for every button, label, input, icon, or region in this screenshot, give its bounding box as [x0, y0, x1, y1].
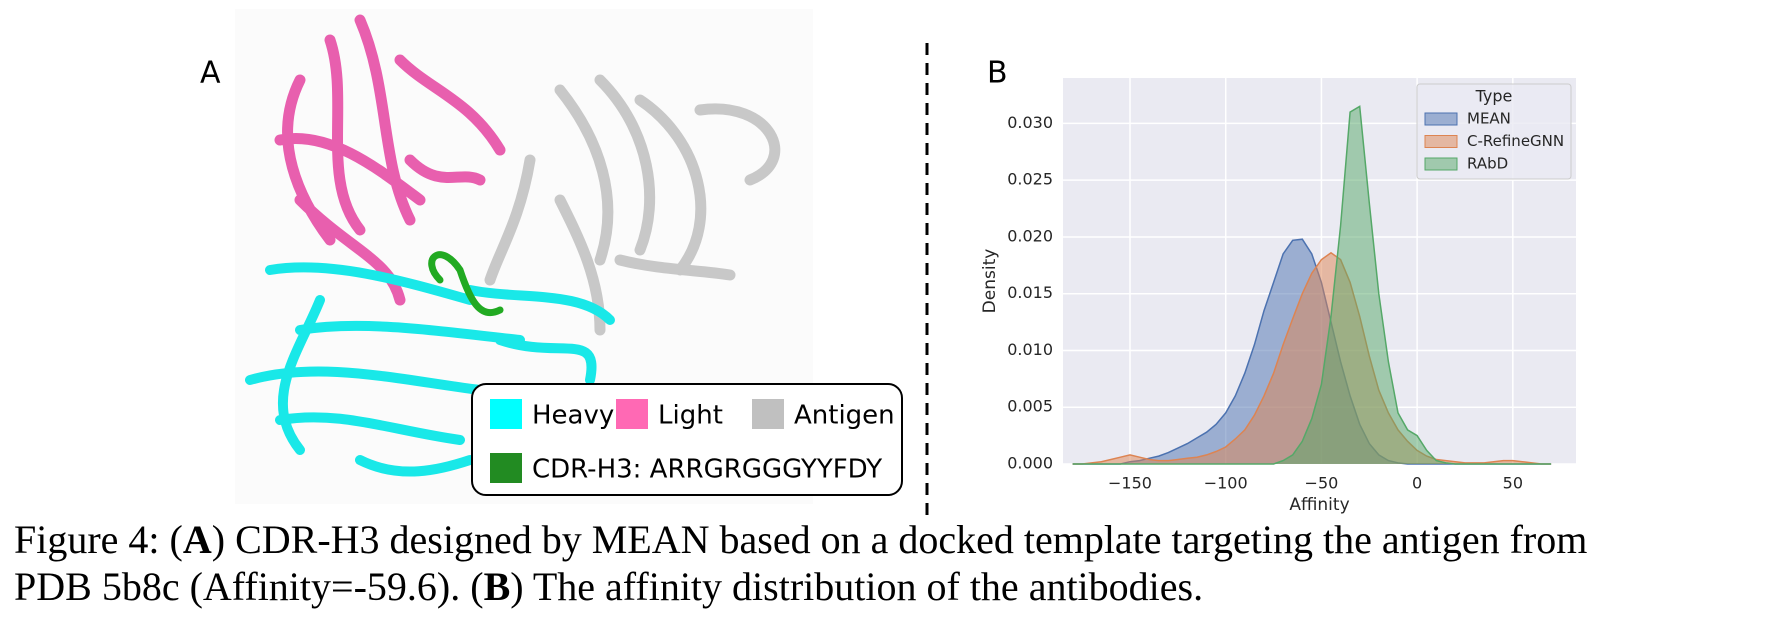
area-fill	[1072, 252, 1552, 464]
legend-label: Light	[658, 401, 723, 431]
y-tick-label: 0.015	[1007, 283, 1053, 302]
x-tick-label: −100	[1204, 474, 1248, 493]
x-tick-label: −150	[1108, 474, 1152, 493]
legend-label: Heavy	[532, 401, 614, 431]
caption-text: ) CDR-H3 designed by MEAN based on a doc…	[212, 517, 1588, 562]
y-tick-label: 0.000	[1007, 454, 1053, 473]
legend-swatch	[490, 453, 522, 483]
density-line	[1072, 105, 1552, 465]
caption-text: PDB 5b8c (Affinity=-59.6). (	[14, 564, 484, 609]
y-tick-label: 0.025	[1007, 170, 1053, 189]
caption-text: ) The affinity distribution of the antib…	[510, 564, 1203, 609]
legend-swatch	[616, 399, 648, 429]
caption-text: B	[484, 564, 511, 609]
legend-label: MEAN	[1467, 110, 1511, 128]
legend-swatch	[1424, 112, 1458, 126]
caption-text: A	[183, 517, 212, 562]
caption-text: Figure 4: (	[14, 517, 183, 562]
y-tick-label: 0.010	[1007, 340, 1053, 359]
legend-swatch	[752, 399, 784, 429]
x-axis-label: Affinity	[1289, 495, 1349, 515]
y-tick-label: 0.020	[1007, 226, 1053, 245]
x-tick-label: 50	[1503, 474, 1523, 493]
legend-label: CDR-H3: ARRGRGGGYYFDY	[532, 455, 882, 485]
y-tick-label: 0.030	[1007, 113, 1053, 132]
legend-label: Antigen	[794, 401, 895, 431]
x-tick-label: 0	[1412, 474, 1422, 493]
legend-label: RAbD	[1467, 155, 1508, 173]
legend: Heavy Light Antigen CDR-H3: ARRGRGGGYYFDY	[490, 399, 895, 485]
legend-label: C-RefineGNN	[1467, 132, 1564, 150]
legend-swatch	[1424, 157, 1458, 171]
caption-line: PDB 5b8c (Affinity=-59.6). (B) The affin…	[14, 564, 1203, 609]
x-tick-label: −50	[1305, 474, 1339, 493]
legend-box	[471, 383, 903, 496]
legend-title: Type	[1475, 87, 1513, 106]
legend-swatch	[490, 399, 522, 429]
panel-label: B	[987, 56, 1008, 91]
density-chart: 0.000 0.005 0.010 0.015 0.020 0.025 0.030 −150 −…	[980, 78, 1576, 515]
legend-box	[1416, 83, 1572, 180]
density-line	[1072, 251, 1552, 465]
legend-swatch	[1424, 135, 1458, 148]
caption-line: Figure 4: (A) CDR-H3 designed by MEAN ba…	[14, 517, 1587, 562]
y-tick-label: 0.005	[1007, 397, 1053, 416]
y-axis-label: Density	[980, 249, 1000, 314]
panel-label: A	[200, 56, 221, 91]
